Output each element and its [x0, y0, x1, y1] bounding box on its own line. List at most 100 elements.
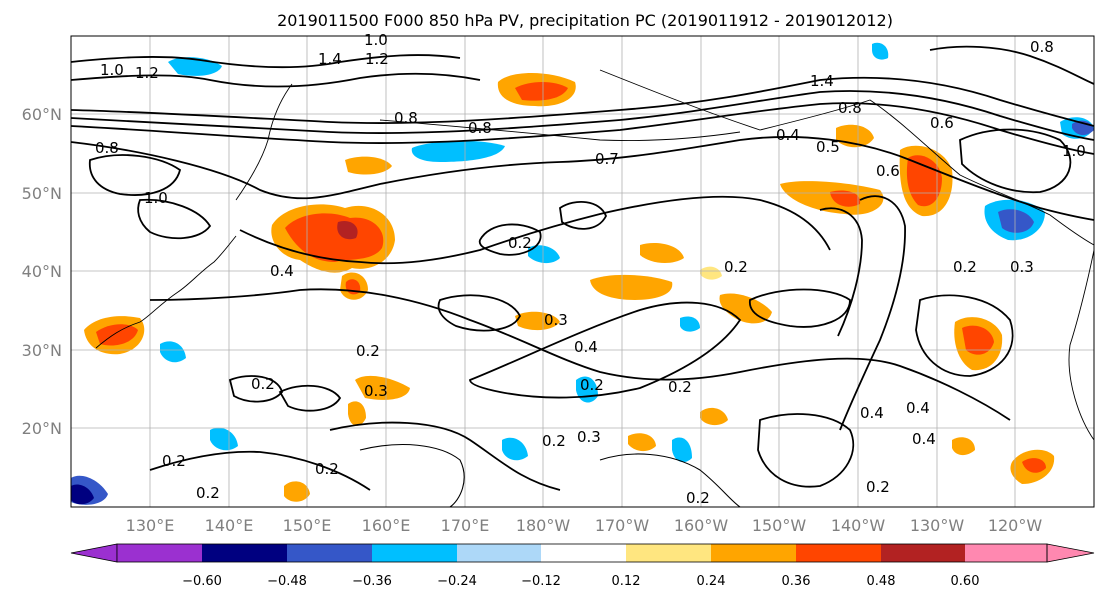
contour-line [478, 223, 542, 256]
colorbar-tick-label: 0.60 [951, 574, 980, 589]
lon-label: 140°W [831, 516, 886, 535]
precip-blob-south-2 [628, 433, 656, 452]
lon-label: 150°E [283, 516, 332, 535]
colorbar-tick-label: 0.36 [782, 574, 811, 589]
contour-label: 0.4 [860, 404, 884, 422]
contour-label: 0.2 [196, 484, 220, 502]
contour-line [70, 54, 461, 68]
precip-blob-yellow-ring [700, 266, 722, 280]
precip-core-california [962, 325, 994, 355]
contour-label: 0.7 [595, 150, 619, 168]
precip-neg-pacific-7 [680, 316, 700, 332]
colorbar-extend-high [1046, 543, 1095, 563]
contour-line [839, 195, 906, 431]
colorbar-bin [881, 544, 965, 562]
longitude-labels: 130°E 140°E 150°E 160°E 170°E 180°W 170°… [126, 516, 1043, 535]
lat-label: 30°N [22, 341, 62, 360]
contour-label: 0.8 [394, 109, 418, 127]
contour-label: 0.4 [906, 399, 930, 417]
contour-label: 0.3 [364, 382, 388, 400]
lon-label: 150°W [752, 516, 807, 535]
contour-line [278, 384, 342, 412]
contour-label: 0.2 [953, 258, 977, 276]
contour-label: 0.6 [876, 162, 900, 180]
precip-blob-central-1 [590, 274, 673, 300]
contour-label: 0.2 [668, 378, 692, 396]
contour-line [70, 76, 1095, 127]
pv-contours [70, 45, 1095, 508]
colorbar-extend-low [70, 543, 118, 563]
contour-label: 1.4 [810, 72, 834, 90]
colorbar: −0.60 −0.48 −0.36 −0.24 −0.12 0.12 0.24 … [70, 543, 1095, 589]
colorbar-tick-label: 0.48 [867, 574, 896, 589]
colorbar-bin [626, 544, 711, 562]
colorbar-bin [202, 544, 287, 562]
precip-blob-central-3 [640, 242, 684, 264]
contour-line [749, 288, 851, 328]
contour-line [437, 294, 522, 332]
contour-label: 1.2 [135, 64, 159, 82]
lat-label: 40°N [22, 262, 62, 281]
precip-peak-nw-pacific [337, 220, 358, 240]
lon-label: 120°W [988, 516, 1043, 535]
contour-line [559, 201, 607, 230]
contour-label: 0.2 [866, 478, 890, 496]
contour-line [239, 195, 831, 265]
contour-label: 0.8 [1030, 38, 1054, 56]
colorbar-tick-label: 0.24 [697, 574, 726, 589]
precip-neg-alaska-small [872, 42, 889, 60]
contour-label: 0.5 [816, 138, 840, 156]
coast-alaska [599, 69, 1095, 246]
precip-neg-pacific-3 [160, 341, 186, 363]
colorbar-tick-label: −0.24 [437, 574, 477, 589]
precip-blob-south-1 [284, 481, 310, 502]
lat-label: 60°N [22, 105, 62, 124]
contour-line [359, 443, 465, 508]
precip-neg-corner-core [71, 484, 94, 505]
colorbar-bin [372, 544, 457, 562]
colorbar-tick-label: −0.48 [267, 574, 307, 589]
lon-label: 130°E [126, 516, 175, 535]
lon-label: 160°E [362, 516, 411, 535]
contour-label: 1.0 [144, 189, 168, 207]
map-panel: 1.0 1.2 1.4 1.0 1.4 1.2 0.8 0.8 1.0 0.8 … [70, 31, 1095, 508]
contour-label: 0.3 [1010, 258, 1034, 276]
colorbar-tick-label: 0.12 [612, 574, 641, 589]
lon-label: 170°W [595, 516, 650, 535]
precip-blob-east-pacific [780, 181, 884, 215]
precip-blob-south-4 [952, 437, 975, 456]
contour-line [149, 288, 1011, 421]
colorbar-bin [117, 544, 202, 562]
colorbar-bin [457, 544, 541, 562]
contour-line [228, 375, 283, 403]
contour-line [819, 207, 863, 337]
colorbar-tick-label: −0.36 [352, 574, 392, 589]
coastlines [95, 69, 1095, 441]
contour-label: 0.4 [270, 262, 294, 280]
precip-blob-japan-sea [345, 156, 392, 175]
contour-label: 0.8 [95, 139, 119, 157]
contour-line [599, 453, 741, 508]
lon-label: 180°W [516, 516, 571, 535]
contour-label: 0.4 [776, 126, 800, 144]
contour-label: 0.2 [162, 452, 186, 470]
contour-label: 0.6 [930, 114, 954, 132]
contour-line [469, 301, 742, 399]
contour-line [929, 45, 1095, 85]
precip-core-nw-pacific [285, 213, 384, 262]
contour-line [70, 136, 1095, 221]
precip-core-gulf-alaska [906, 155, 942, 207]
contour-label: 0.2 [542, 432, 566, 450]
contour-line [757, 413, 855, 488]
lon-label: 140°E [205, 516, 254, 535]
contour-labels: 1.0 1.2 1.4 1.0 1.4 1.2 0.8 0.8 1.0 0.8 … [95, 31, 1086, 507]
lon-label: 130°W [910, 516, 965, 535]
contour-label: 1.0 [364, 31, 388, 49]
precip-blob-central-5 [355, 375, 410, 400]
contour-line [70, 102, 1095, 155]
colorbar-bin [287, 544, 372, 562]
contour-line [70, 90, 1095, 141]
coast-aleutians [379, 119, 741, 141]
lon-label: 160°W [674, 516, 729, 535]
